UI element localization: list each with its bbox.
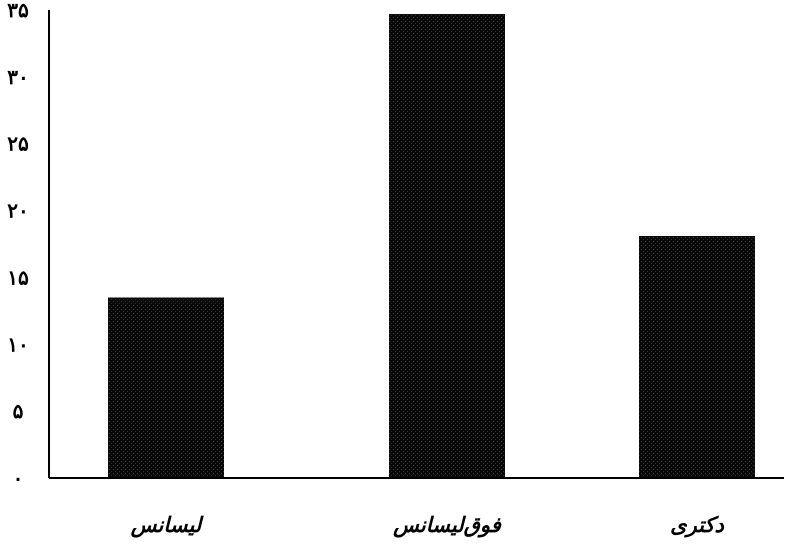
y-tick-label: ۲۰	[7, 199, 28, 223]
x-category-label: دکتری	[670, 512, 724, 538]
x-category-labels: لیسانس فوق‌لیسانس دکتری	[130, 512, 725, 538]
bar-2	[389, 14, 505, 479]
y-tick-labels: ۰ ۵ ۱۰ ۱۵ ۲۰ ۲۵ ۳۰ ۳۵	[7, 0, 29, 490]
bars-group	[108, 14, 755, 479]
x-category-label: فوق‌لیسانس	[392, 512, 502, 538]
y-tick-label: ۳۰	[7, 65, 28, 89]
bar-1	[108, 297, 224, 478]
x-category-label: لیسانس	[130, 512, 204, 538]
bar-3	[639, 235, 755, 478]
y-tick-label: ۵	[13, 399, 24, 423]
y-tick-label: ۰	[13, 466, 24, 490]
y-tick-label: ۳۵	[7, 0, 29, 22]
y-tick-label: ۲۵	[7, 132, 29, 156]
y-tick-label: ۱۵	[7, 265, 29, 289]
y-tick-label: ۱۰	[7, 332, 28, 356]
